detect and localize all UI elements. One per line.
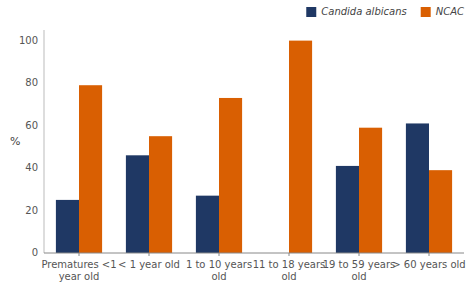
- bar: [359, 128, 382, 253]
- bar: [219, 98, 242, 253]
- legend-swatch: [306, 7, 316, 17]
- bar: [126, 155, 149, 253]
- bar: [289, 41, 312, 253]
- y-tick-label: 80: [25, 77, 38, 88]
- legend-swatch: [421, 7, 431, 17]
- x-axis-line: [44, 253, 464, 254]
- y-tick-label: 60: [25, 120, 38, 131]
- legend-label: Candida albicans: [321, 6, 406, 17]
- x-tick: [429, 253, 430, 256]
- x-tick: [289, 253, 290, 256]
- bar: [336, 166, 359, 253]
- bar: [79, 85, 102, 253]
- x-tick-label: > 60 years old: [392, 259, 465, 270]
- legend-item: Candida albicans: [306, 6, 406, 17]
- x-tick-label: 11 to 18 yearsold: [253, 259, 326, 282]
- bar: [56, 200, 79, 253]
- bar: [196, 196, 219, 253]
- legend-item: NCAC: [421, 6, 464, 17]
- y-tick-label: 40: [25, 162, 38, 173]
- x-tick-label: 1 to 10 yearsold: [186, 259, 252, 282]
- x-tick: [79, 253, 80, 256]
- legend: Candida albicans NCAC: [306, 6, 464, 17]
- y-tick-label: 100: [19, 35, 38, 46]
- x-tick: [219, 253, 220, 256]
- x-tick-label: 19 to 59 yearsold: [323, 259, 396, 282]
- y-tick-label: 0: [32, 247, 38, 258]
- bars: [56, 41, 452, 253]
- bar: [406, 123, 429, 253]
- bar: [429, 170, 452, 253]
- y-tick-label: 20: [25, 205, 38, 216]
- x-tick: [359, 253, 360, 256]
- chart: 0 20 40 60 80 100% Prematures <1year old< 1 ye…: [0, 0, 474, 291]
- y-axis-label: %: [10, 135, 20, 148]
- bar: [149, 136, 172, 253]
- y-axis-line: [44, 30, 45, 253]
- legend-label: NCAC: [436, 6, 464, 17]
- x-tick-label: Prematures <1year old: [41, 259, 116, 282]
- x-tick-label: < 1 year old: [118, 259, 180, 270]
- x-tick: [149, 253, 150, 256]
